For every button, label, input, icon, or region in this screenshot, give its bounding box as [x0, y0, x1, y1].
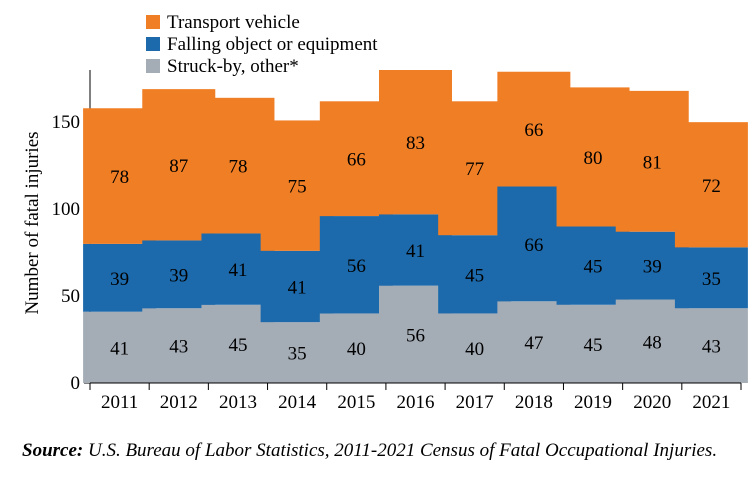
- data-label: 87: [169, 156, 188, 177]
- data-label: 77: [465, 159, 484, 180]
- x-tick-label: 2018: [515, 392, 553, 413]
- x-tick-label: 2017: [456, 392, 494, 413]
- data-label: 41: [406, 241, 425, 262]
- data-label: 80: [584, 148, 603, 169]
- x-tick-label: 2019: [574, 392, 612, 413]
- data-label: 66: [524, 120, 543, 141]
- data-label: 45: [584, 335, 603, 356]
- x-tick-label: 2012: [160, 392, 198, 413]
- y-tick-label: 50: [61, 286, 80, 307]
- data-label: 66: [524, 235, 543, 256]
- data-label: 72: [702, 176, 721, 197]
- source-note: Source: U.S. Bureau of Labor Statistics,…: [22, 440, 742, 461]
- source-label: Source:: [22, 440, 84, 461]
- data-label: 81: [643, 152, 662, 173]
- y-tick-label: 0: [71, 373, 81, 394]
- data-label: 35: [288, 344, 307, 365]
- legend-swatch: [146, 37, 160, 51]
- data-label: 45: [228, 335, 247, 356]
- x-tick-label: 2014: [278, 392, 317, 413]
- data-label: 43: [702, 337, 721, 358]
- legend-label: Transport vehicle: [167, 12, 300, 33]
- data-label: 56: [347, 256, 366, 277]
- data-label: 66: [347, 150, 366, 171]
- bar-segment: [674, 122, 748, 248]
- data-label: 48: [643, 332, 662, 353]
- data-label: 40: [465, 339, 484, 360]
- source-text: U.S. Bureau of Labor Statistics, 2011-20…: [87, 440, 718, 461]
- data-label: 40: [347, 339, 366, 360]
- data-label: 78: [228, 157, 247, 178]
- x-tick-label: 2020: [633, 392, 671, 413]
- legend-label: Falling object or equipment: [167, 34, 378, 55]
- data-label: 45: [584, 257, 603, 278]
- data-label: 39: [169, 265, 188, 286]
- x-tick-label: 2021: [692, 392, 730, 413]
- y-tick-label: 100: [52, 199, 81, 220]
- data-label: 41: [228, 260, 247, 281]
- y-tick-label: 150: [52, 112, 81, 133]
- x-tick-label: 2013: [219, 392, 257, 413]
- data-label: 47: [524, 333, 543, 354]
- data-label: 43: [169, 337, 188, 358]
- bar-segment: [674, 247, 748, 309]
- data-label: 75: [288, 177, 307, 198]
- data-label: 45: [465, 265, 484, 286]
- x-tick-label: 2016: [397, 392, 435, 413]
- x-tick-label: 2011: [101, 392, 138, 413]
- x-tick-label: 2015: [337, 392, 375, 413]
- data-label: 35: [702, 269, 721, 290]
- data-label: 41: [110, 338, 129, 359]
- data-label: 39: [643, 257, 662, 278]
- data-label: 39: [110, 269, 129, 290]
- data-label: 83: [406, 133, 425, 154]
- data-label: 78: [110, 167, 129, 188]
- bar-segment: [674, 308, 748, 383]
- x-axis: 2011 2012 2013 2014 2015 2016 2017 2018 2019 2020…: [89, 382, 742, 413]
- bar-group: 41 39 78 43 39 87 45 41 78 35 41 75 40 56 66 56 41 83 40 45…: [83, 70, 748, 383]
- legend-swatch: [146, 15, 160, 29]
- legend-swatch: [146, 59, 160, 73]
- legend-label: Struck-by, other*: [167, 56, 299, 77]
- data-label: 41: [288, 277, 307, 298]
- y-axis-label: Number of fatal injuries: [22, 131, 43, 314]
- data-label: 56: [406, 325, 425, 346]
